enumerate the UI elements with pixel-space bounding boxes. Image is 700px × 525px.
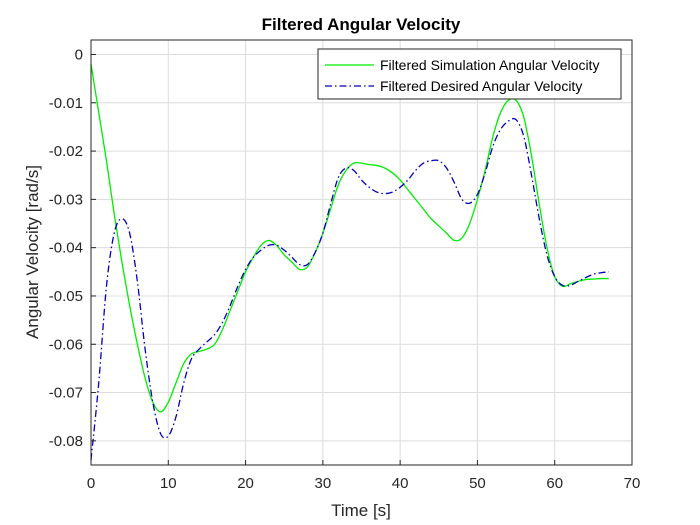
legend: Filtered Simulation Angular Velocity Fil…	[317, 48, 622, 100]
y-axis-label: Angular Velocity [rad/s]	[23, 165, 42, 339]
x-tick-label: 20	[237, 475, 254, 492]
x-tick-label: 40	[392, 475, 409, 492]
x-tick-label: 60	[546, 475, 563, 492]
x-tick-label: 70	[624, 475, 641, 492]
axes-box	[90, 39, 633, 466]
series-line-0	[90, 64, 609, 413]
x-tick-label: 30	[315, 475, 332, 492]
tick-labels: 0 10 20 30 40 50 60 70 0 -0.01 -0.02 -0.03 -0.04 -0.0…	[49, 46, 641, 492]
series-layer	[90, 64, 609, 461]
x-axis-label: Time [s]	[331, 501, 391, 520]
y-tick-label: -0.04	[49, 240, 83, 257]
ticks	[90, 53, 633, 465]
y-tick-label: -0.06	[49, 336, 83, 353]
y-tick-label: -0.08	[49, 433, 83, 450]
legend-label-desired: Filtered Desired Angular Velocity	[380, 78, 582, 94]
y-tick-label: 0	[75, 46, 83, 63]
y-tick-label: -0.01	[49, 95, 83, 112]
legend-label-simulation: Filtered Simulation Angular Velocity	[380, 57, 599, 73]
y-tick-label: -0.03	[49, 191, 83, 208]
legend-box	[317, 48, 622, 100]
plot-area	[91, 40, 632, 465]
x-tick-label: 10	[160, 475, 177, 492]
y-tick-label: -0.02	[49, 143, 83, 160]
y-tick-label: -0.05	[49, 288, 83, 305]
series-line-1	[90, 117, 609, 461]
y-tick-label: -0.07	[49, 385, 83, 402]
x-tick-label: 0	[87, 475, 95, 492]
x-tick-label: 50	[469, 475, 486, 492]
chart-title: Filtered Angular Velocity	[262, 15, 461, 34]
